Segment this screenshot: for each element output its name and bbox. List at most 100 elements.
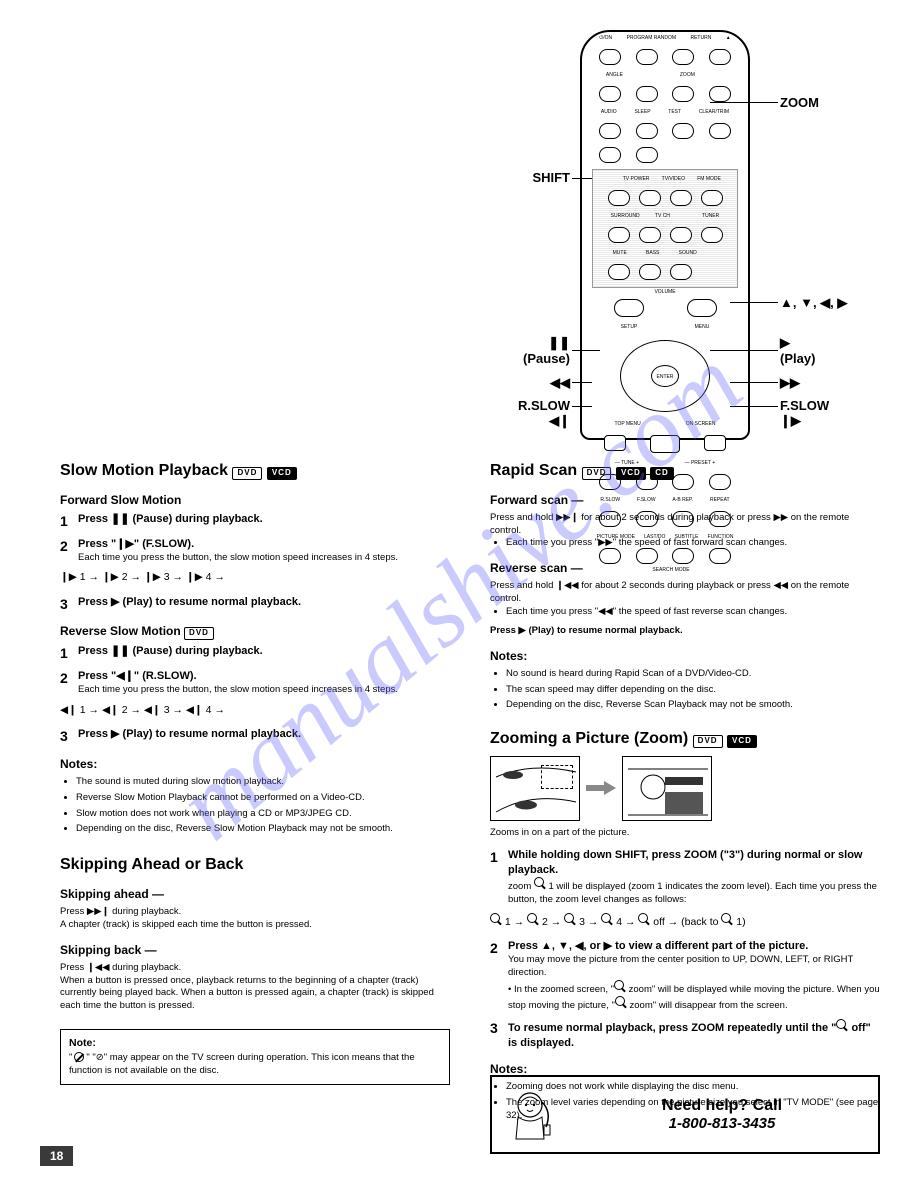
- vol-up-button: [687, 299, 717, 317]
- zoom-title-text: Zooming a Picture (Zoom): [490, 730, 688, 747]
- mute-label: MUTE: [613, 251, 627, 256]
- step-num: 1: [60, 644, 78, 663]
- callout-line: [710, 102, 778, 103]
- rslow-sym: ◀❙: [549, 413, 570, 428]
- step-1: 1Press ❚❚ (Pause) during playback.: [60, 512, 450, 531]
- menu-label: MENU: [695, 325, 710, 330]
- eject-button: [709, 49, 731, 65]
- skip-heading: Skipping Ahead or Back: [60, 854, 450, 876]
- arrow-icon: [586, 781, 616, 795]
- zoom-image-after: [622, 756, 712, 821]
- num-7-button: [672, 123, 694, 139]
- rev-hd-text: Reverse Slow Motion: [60, 624, 181, 638]
- callout-line: [730, 302, 778, 303]
- magnify-icon: [615, 996, 627, 1008]
- step-3: 3Press ▶ (Play) to resume normal playbac…: [60, 727, 450, 746]
- tvpower-button: [639, 190, 661, 206]
- callout-rslow: R.SLOW◀❙: [490, 398, 570, 429]
- return-label: RETURN: [690, 36, 711, 41]
- note-item: No sound is heard during Rapid Scan of a…: [506, 668, 880, 681]
- callout-line: [572, 178, 592, 179]
- sound-label: SOUND: [679, 251, 697, 256]
- tvch-dn-button: [639, 227, 661, 243]
- tvch-up-button: [670, 227, 692, 243]
- num-9-button: [599, 147, 621, 163]
- step-main: While holding down SHIFT, press ZOOM ("3…: [508, 849, 863, 876]
- scan-resume: Press ▶ (Play) to resume normal playback…: [490, 625, 683, 636]
- fslow-text: F.SLOW: [780, 398, 829, 413]
- clear-label: CLEAR/TRIM: [699, 110, 729, 115]
- scan-rev-heading: Reverse scan —: [490, 560, 880, 576]
- note-item: The sound is muted during slow motion pl…: [76, 776, 450, 789]
- magnify-icon: [564, 913, 576, 925]
- step-num: 1: [490, 848, 508, 907]
- step-main: Press ▶ (Play) to resume normal playback…: [78, 728, 301, 740]
- callout-line: [710, 350, 778, 351]
- magnify-icon: [836, 1019, 848, 1031]
- rev-slow-heading: Reverse Slow Motion DVD: [60, 623, 450, 640]
- sound-button: [670, 264, 692, 280]
- step-num: 2: [60, 537, 78, 565]
- magnify-icon: [490, 913, 502, 925]
- fwd-slow-heading: Forward Slow Motion: [60, 492, 450, 508]
- step-main: Press "◀❙" (R.SLOW).: [78, 670, 197, 682]
- callout-play: ▶(Play): [780, 335, 815, 366]
- manual-page: ⏻/ONPROGRAM RANDOMRETURN▲ ANGLE ZOOM AUD…: [0, 0, 918, 1188]
- step-main: Press ❚❚ (Pause) during playback.: [78, 645, 263, 657]
- angle-label: ANGLE: [606, 73, 623, 78]
- help-heading: Need help? Call: [576, 1097, 868, 1115]
- stop-button: [704, 435, 726, 451]
- num-1-button: [599, 86, 621, 102]
- mute-button: [608, 264, 630, 280]
- scan-rev-body1: Press and hold ❙◀◀ for about 2 seconds d…: [490, 580, 880, 606]
- note-item: Depending on the disc, Reverse Slow Moti…: [76, 823, 450, 836]
- nav-pad: ENTER: [620, 340, 710, 412]
- fmmode-label: FM MODE: [697, 177, 721, 182]
- callout-line: [572, 350, 600, 351]
- surround-label: SURROUND: [611, 214, 640, 219]
- step-sub: Each time you press the button, the slow…: [78, 552, 450, 565]
- note-box-text: "⊘" may appear on the TV screen during o…: [69, 1052, 415, 1076]
- num-4-button: [709, 86, 731, 102]
- step-num: 2: [490, 939, 508, 1013]
- fmmode-button: [701, 190, 723, 206]
- callout-line: [572, 406, 592, 407]
- sleep-label: SLEEP: [634, 110, 650, 115]
- magnify-icon: [601, 913, 613, 925]
- shift-button: [608, 190, 630, 206]
- step-sub: Each time you press the button, the slow…: [78, 684, 450, 697]
- dvd-badge: DVD: [184, 627, 214, 640]
- step-1: 1Press ❚❚ (Pause) during playback.: [60, 644, 450, 663]
- magnify-icon: [527, 913, 539, 925]
- note-box-heading: Note:: [69, 1036, 441, 1050]
- power-label: ⏻/ON: [599, 36, 612, 41]
- note-item: Depending on the disc, Reverse Scan Play…: [506, 699, 880, 712]
- callout-arrows: ▲, ▼, ◀, ▶: [780, 295, 847, 311]
- zoom-step-2: 2Press ▲, ▼, ◀, or ▶ to view a different…: [490, 939, 880, 1013]
- rapid-scan-heading: Rapid Scan DVD VCD CD: [490, 460, 880, 482]
- left-column: Slow Motion Playback DVD VCD Forward Slo…: [60, 460, 450, 1085]
- dvd-badge: DVD: [232, 467, 262, 480]
- program-label: PROGRAM RANDOM: [627, 36, 676, 41]
- cd-badge: CD: [650, 467, 674, 480]
- slow-notes-list: The sound is muted during slow motion pl…: [60, 776, 450, 836]
- zoom-step-3: 3To resume normal playback, press ZOOM r…: [490, 1019, 880, 1051]
- phone-operator-illustration: [502, 1087, 562, 1142]
- num-6-button: [636, 123, 658, 139]
- play-label: (Play): [780, 351, 815, 366]
- vcd-badge: VCD: [727, 735, 757, 748]
- step-num: 1: [60, 512, 78, 531]
- notes-heading: Notes:: [60, 756, 450, 772]
- skip-back-body: Press ❙◀◀ during playback. When a button…: [60, 962, 450, 1013]
- magnify-icon: [638, 913, 650, 925]
- step-main: Press ▲, ▼, ◀, or ▶ to view a different …: [508, 940, 808, 952]
- tvch-label: TV CH: [655, 214, 670, 219]
- magnify-icon: [534, 877, 546, 889]
- tuner-label: TUNER: [702, 214, 719, 219]
- magnify-icon: [614, 980, 626, 992]
- callout-shift: SHIFT: [510, 170, 570, 185]
- remote-body: ⏻/ONPROGRAM RANDOMRETURN▲ ANGLE ZOOM AUD…: [580, 30, 750, 440]
- scan-fwd-body2: Each time you press "▶▶" the speed of fa…: [506, 537, 880, 550]
- vcd-badge: VCD: [616, 467, 646, 480]
- note-box: Note: "" "⊘" may appear on the TV screen…: [60, 1029, 450, 1085]
